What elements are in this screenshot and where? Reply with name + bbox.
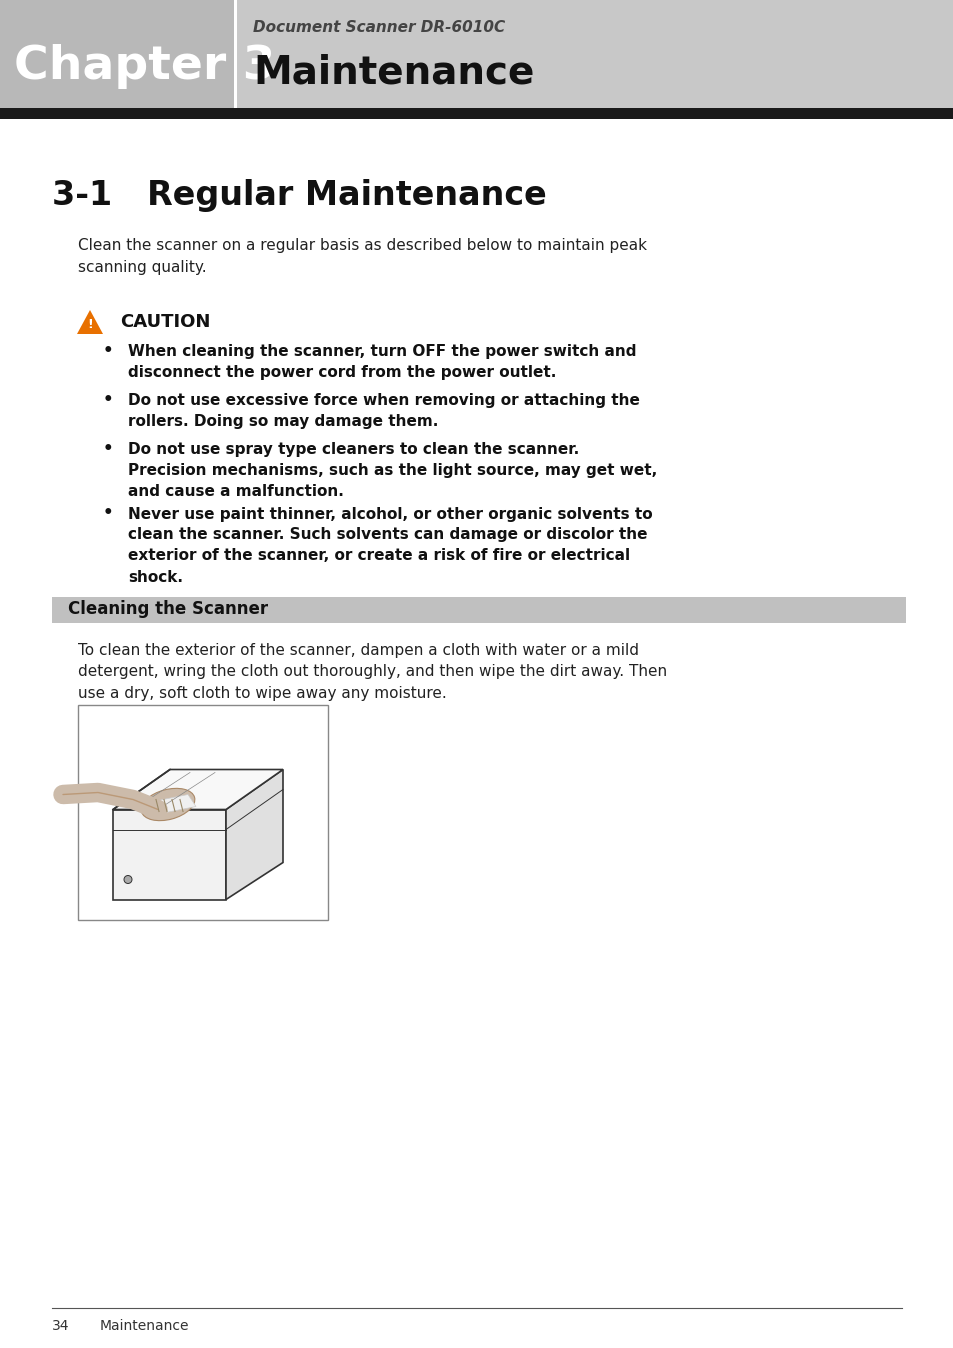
- Text: Maintenance: Maintenance: [253, 54, 534, 92]
- Text: To clean the exterior of the scanner, dampen a cloth with water or a mild
deterg: To clean the exterior of the scanner, da…: [78, 643, 666, 701]
- Text: Do not use excessive force when removing or attaching the
rollers. Doing so may : Do not use excessive force when removing…: [128, 394, 639, 429]
- Text: When cleaning the scanner, turn OFF the power switch and
disconnect the power co: When cleaning the scanner, turn OFF the …: [128, 344, 636, 380]
- FancyBboxPatch shape: [78, 705, 328, 919]
- Text: 3-1   Regular Maintenance: 3-1 Regular Maintenance: [52, 178, 546, 212]
- Text: •: •: [103, 439, 113, 458]
- FancyBboxPatch shape: [0, 0, 234, 108]
- Text: Document Scanner DR-6010C: Document Scanner DR-6010C: [253, 20, 505, 35]
- Text: !: !: [87, 318, 92, 332]
- Polygon shape: [77, 310, 103, 334]
- Text: Maintenance: Maintenance: [100, 1318, 190, 1333]
- Text: Clean the scanner on a regular basis as described below to maintain peak
scannin: Clean the scanner on a regular basis as …: [78, 239, 646, 275]
- Polygon shape: [112, 810, 226, 899]
- Polygon shape: [226, 770, 283, 899]
- Text: •: •: [103, 342, 113, 360]
- Polygon shape: [112, 770, 283, 810]
- Polygon shape: [148, 794, 195, 814]
- Text: •: •: [103, 391, 113, 408]
- Text: Do not use spray type cleaners to clean the scanner.
Precision mechanisms, such : Do not use spray type cleaners to clean …: [128, 442, 657, 499]
- Text: Cleaning the Scanner: Cleaning the Scanner: [68, 600, 268, 619]
- Text: 34: 34: [52, 1318, 70, 1333]
- Text: Never use paint thinner, alcohol, or other organic solvents to
clean the scanner: Never use paint thinner, alcohol, or oth…: [128, 507, 652, 585]
- FancyBboxPatch shape: [233, 0, 236, 108]
- Text: Chapter 3: Chapter 3: [14, 44, 275, 89]
- FancyBboxPatch shape: [52, 597, 905, 623]
- Text: CAUTION: CAUTION: [120, 313, 211, 332]
- FancyBboxPatch shape: [0, 108, 953, 119]
- FancyBboxPatch shape: [234, 0, 953, 108]
- Text: •: •: [103, 504, 113, 523]
- Ellipse shape: [141, 789, 194, 821]
- Ellipse shape: [124, 875, 132, 883]
